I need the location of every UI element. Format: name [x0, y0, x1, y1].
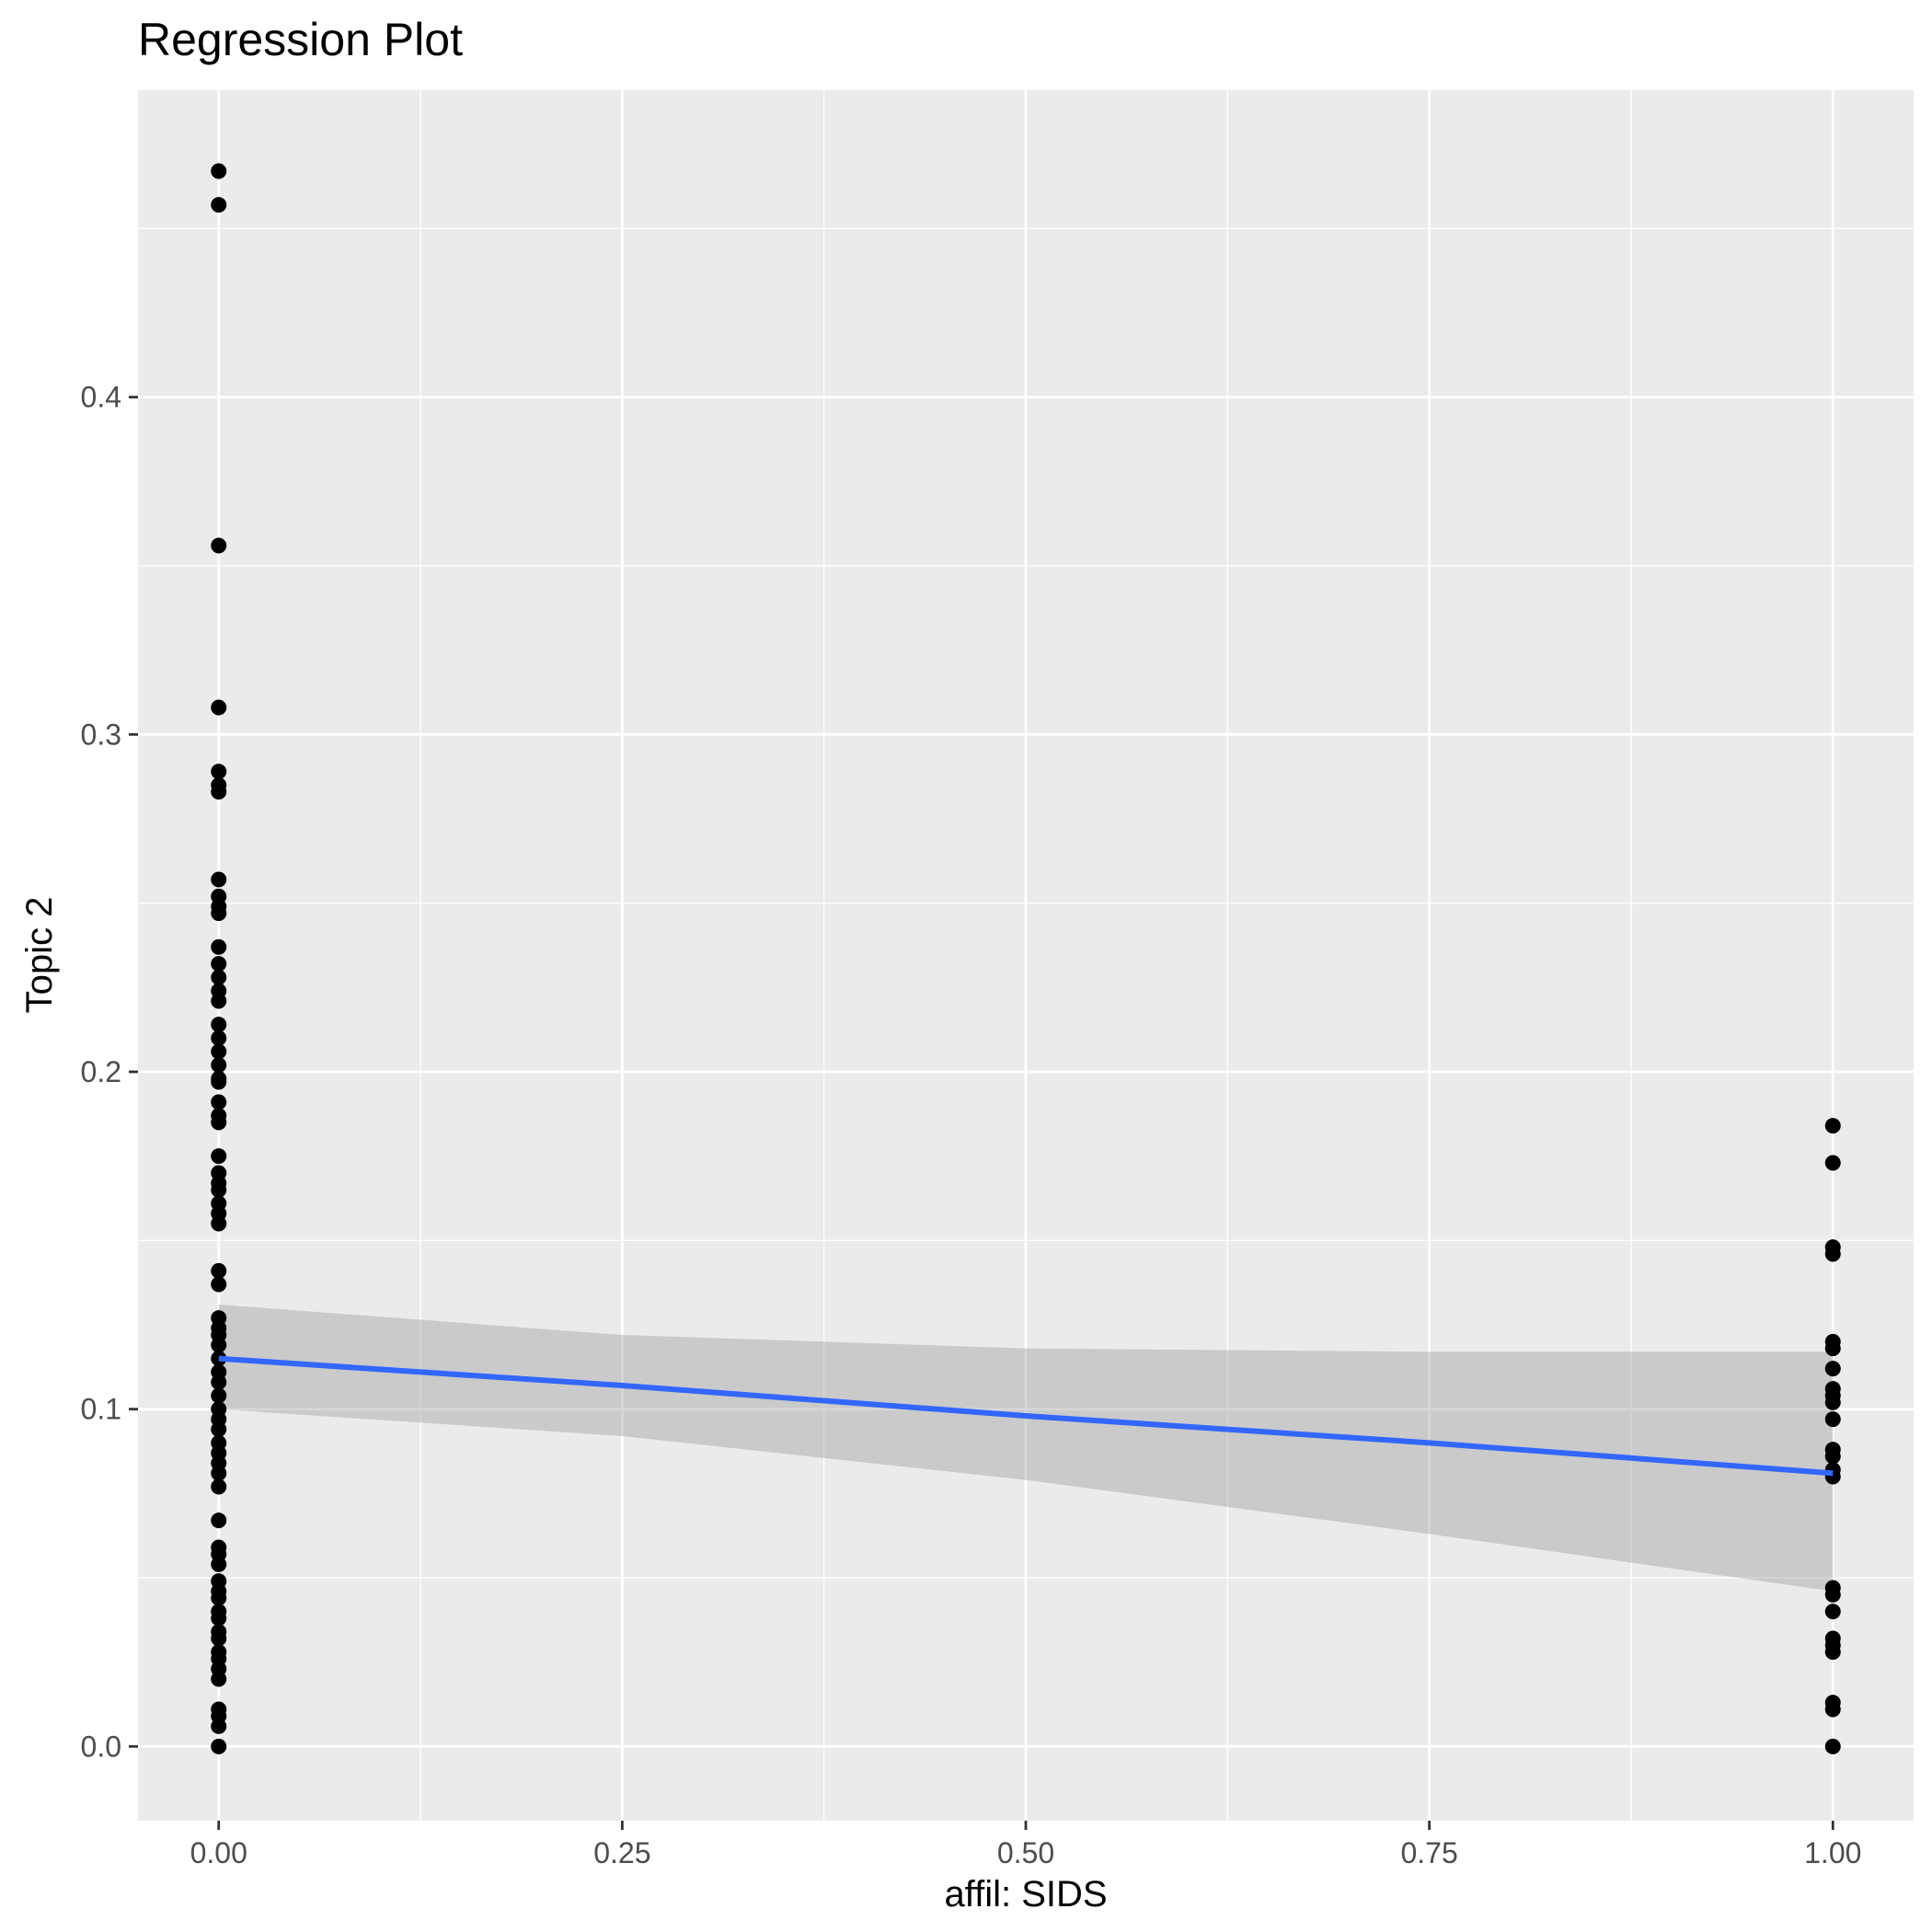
y-tick-label: 0.4 [81, 381, 121, 414]
x-axis-title: affil: SIDS [944, 1874, 1107, 1915]
confidence-band [218, 1305, 1834, 1592]
data-point [211, 1512, 227, 1529]
x-tick-label: 1.00 [1804, 1836, 1861, 1869]
data-point [1824, 1361, 1841, 1377]
data-point [211, 1610, 227, 1627]
data-point [211, 1017, 227, 1033]
data-point [211, 1276, 227, 1293]
data-point [211, 1337, 227, 1353]
data-point [211, 905, 227, 922]
confidence-band-group [218, 1305, 1834, 1592]
data-point [211, 1043, 227, 1060]
data-point [211, 871, 227, 888]
data-point [211, 1556, 227, 1572]
data-point [211, 537, 227, 554]
chart-title: Regression Plot [138, 14, 463, 65]
data-point [1824, 1644, 1841, 1661]
x-tick-label: 0.25 [593, 1836, 650, 1869]
data-point [211, 1215, 227, 1232]
x-tick-label: 0.00 [190, 1836, 247, 1869]
data-point [1824, 1701, 1841, 1718]
data-point [211, 1421, 227, 1438]
y-axis-title: Topic 2 [19, 897, 60, 1014]
regression-line [218, 1355, 1834, 1477]
data-point [1824, 1448, 1841, 1465]
data-point [211, 1718, 227, 1734]
data-point [211, 1029, 227, 1046]
data-point [1824, 1246, 1841, 1262]
grid-major [138, 90, 1914, 1821]
data-point [211, 1094, 227, 1110]
data-points [211, 163, 1841, 1754]
data-point [211, 764, 227, 780]
data-point [211, 938, 227, 955]
data-point [1824, 1118, 1841, 1134]
data-point [211, 1465, 227, 1481]
data-point [211, 1671, 227, 1687]
y-axis: 0.0 0.1 0.2 0.3 0.4 [81, 381, 138, 1763]
data-point [1824, 1586, 1841, 1603]
data-point [211, 1630, 227, 1647]
data-point [1824, 1604, 1841, 1620]
data-point [211, 1262, 227, 1279]
y-tick-label: 0.3 [81, 718, 121, 751]
x-tick-label: 0.50 [997, 1836, 1054, 1869]
data-point [211, 1478, 227, 1495]
x-tick-label: 0.75 [1400, 1836, 1457, 1869]
x-axis: 0.00 0.25 0.50 0.75 1.00 [190, 1821, 1861, 1869]
data-point [211, 1074, 227, 1090]
data-point [211, 197, 227, 213]
data-point [1824, 1738, 1841, 1754]
data-point [211, 993, 227, 1009]
data-point [211, 969, 227, 985]
data-point [211, 1114, 227, 1131]
data-point [211, 784, 227, 800]
y-tick-label: 0.1 [81, 1393, 121, 1426]
data-point [1824, 1155, 1841, 1171]
data-point [211, 699, 227, 716]
regression-line-group [218, 1355, 1834, 1477]
data-point [211, 1148, 227, 1165]
data-point [1824, 1394, 1841, 1410]
data-point [211, 1387, 227, 1404]
data-point [1824, 1411, 1841, 1428]
y-tick-label: 0.2 [81, 1055, 121, 1088]
data-point [211, 956, 227, 972]
data-point [211, 1057, 227, 1074]
y-tick-label: 0.0 [81, 1730, 121, 1763]
data-point [211, 1181, 227, 1198]
data-point [211, 1590, 227, 1606]
data-point [211, 163, 227, 179]
data-point [211, 1738, 227, 1754]
data-point [1824, 1340, 1841, 1357]
data-point [211, 1374, 227, 1390]
